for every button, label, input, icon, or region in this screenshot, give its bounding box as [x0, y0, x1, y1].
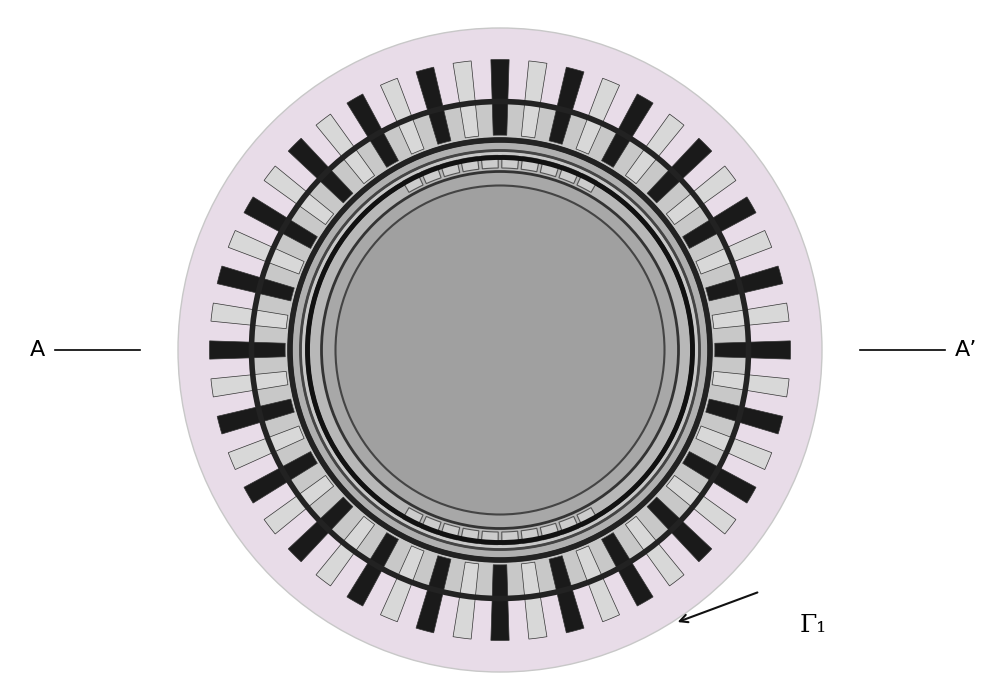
Wedge shape [453, 562, 479, 639]
Text: Γ₁: Γ₁ [800, 614, 827, 637]
Circle shape [300, 150, 700, 550]
Wedge shape [696, 230, 772, 274]
Wedge shape [380, 546, 424, 622]
Wedge shape [549, 67, 584, 144]
Wedge shape [211, 303, 288, 329]
Wedge shape [715, 341, 790, 359]
Wedge shape [316, 517, 375, 586]
Wedge shape [264, 166, 334, 225]
Wedge shape [453, 61, 479, 138]
Wedge shape [264, 475, 334, 534]
Wedge shape [521, 528, 539, 543]
Wedge shape [481, 155, 498, 169]
Text: A’: A’ [955, 340, 977, 360]
Wedge shape [316, 114, 375, 183]
Wedge shape [228, 230, 304, 274]
Wedge shape [602, 94, 653, 167]
Wedge shape [706, 399, 783, 434]
Circle shape [308, 158, 692, 542]
Wedge shape [416, 67, 451, 144]
Wedge shape [577, 174, 597, 192]
Wedge shape [210, 341, 285, 359]
Wedge shape [244, 452, 317, 503]
Wedge shape [625, 517, 684, 586]
Wedge shape [666, 475, 736, 534]
Wedge shape [696, 426, 772, 470]
Wedge shape [559, 166, 579, 183]
Wedge shape [441, 524, 460, 540]
Circle shape [322, 172, 678, 528]
Wedge shape [647, 497, 712, 562]
Circle shape [336, 186, 664, 514]
Wedge shape [491, 565, 509, 641]
Wedge shape [441, 160, 460, 176]
Wedge shape [217, 266, 294, 301]
Wedge shape [347, 94, 398, 167]
Wedge shape [549, 556, 584, 633]
Wedge shape [706, 266, 783, 301]
Wedge shape [625, 114, 684, 183]
Wedge shape [647, 138, 712, 203]
Wedge shape [491, 60, 509, 135]
Wedge shape [461, 157, 479, 172]
Wedge shape [244, 197, 317, 248]
Wedge shape [559, 517, 579, 534]
Wedge shape [217, 399, 294, 434]
Wedge shape [461, 528, 479, 543]
Wedge shape [416, 556, 451, 633]
Text: A: A [30, 340, 45, 360]
Wedge shape [288, 497, 353, 562]
Wedge shape [403, 174, 423, 192]
Wedge shape [403, 508, 423, 526]
Wedge shape [380, 78, 424, 154]
Wedge shape [228, 426, 304, 470]
Wedge shape [712, 303, 789, 329]
Wedge shape [577, 508, 597, 526]
Wedge shape [712, 371, 789, 397]
Wedge shape [540, 160, 559, 176]
Wedge shape [481, 531, 498, 545]
Wedge shape [421, 517, 441, 534]
Wedge shape [540, 524, 559, 540]
Wedge shape [683, 197, 756, 248]
Circle shape [290, 140, 710, 560]
Circle shape [178, 28, 822, 672]
Wedge shape [347, 533, 398, 606]
Wedge shape [521, 562, 547, 639]
Wedge shape [576, 78, 620, 154]
Wedge shape [602, 533, 653, 606]
Wedge shape [502, 531, 519, 545]
Wedge shape [576, 546, 620, 622]
Wedge shape [666, 166, 736, 225]
Wedge shape [502, 155, 519, 169]
Wedge shape [421, 166, 441, 183]
Wedge shape [683, 452, 756, 503]
Wedge shape [521, 157, 539, 172]
Wedge shape [288, 138, 353, 203]
Wedge shape [521, 61, 547, 138]
Wedge shape [211, 371, 288, 397]
Circle shape [252, 102, 748, 598]
